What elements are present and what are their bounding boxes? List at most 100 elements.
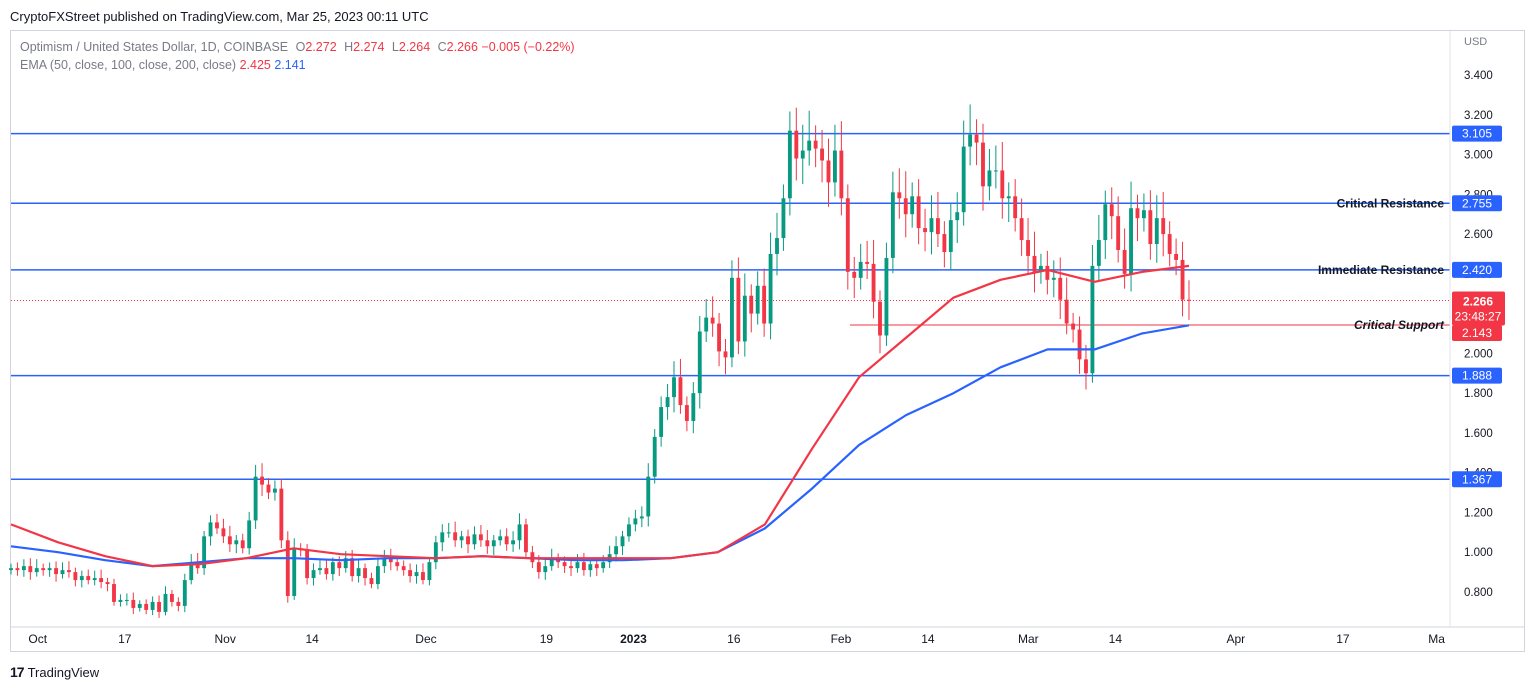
candle-body [1135,208,1140,219]
candle-body [234,540,239,545]
open-value: 2.272 [305,40,337,54]
x-tick-label: 14 [306,632,320,646]
candle-body [446,532,451,534]
candle-body [343,558,348,569]
candle-body [504,536,509,545]
candle-body [749,295,754,314]
last-price-label: 2.266 [1463,294,1493,308]
candle-body [466,536,470,545]
candle-body [47,568,52,571]
candle-body [247,520,252,549]
candle-body [1084,359,1088,374]
candle-body [897,192,902,199]
candle-body [536,562,541,573]
candle-body [1032,255,1037,272]
tradingview-brand: TradingView [27,664,100,680]
high-value: 2.274 [353,40,385,54]
low-label: L [391,40,399,54]
currency-label: USD [1464,36,1488,48]
support-price-label: 2.143 [1462,326,1492,340]
candle-body [813,140,818,149]
candle-body [427,562,432,581]
candle-body [240,540,245,549]
candle-body [511,540,516,545]
candle-body [974,134,979,143]
candle-body [414,572,419,577]
open-label: O [295,40,306,54]
candle-body [150,601,155,610]
candle-body [1109,204,1114,217]
candle-body [1064,299,1069,324]
candle-body [99,578,104,583]
support-price-tag [1452,324,1502,341]
candle-body [968,134,973,147]
candle-body [324,568,329,575]
candle-body [614,546,619,555]
candle-body [105,582,110,585]
candle-body [736,277,741,342]
candle-body [1045,265,1050,280]
candle-body [775,238,779,254]
candle-body [1103,204,1108,241]
candle-body [865,261,870,264]
x-tick-label: 14 [921,632,935,646]
candle-body [884,257,889,336]
level-price-label: 3.105 [1462,127,1492,141]
candle-body [684,405,689,421]
candle-body [279,488,284,541]
candle-body [691,393,696,421]
candle-body [858,261,863,278]
candle-body [260,476,264,485]
candle-body [189,562,194,581]
candle-body [890,192,895,258]
publish-info: CryptoFXStreet published on TradingView.… [10,9,429,24]
ema-row: EMA (50, close, 100, close, 200, close) … [20,56,575,74]
ema-fast-line [10,264,1190,568]
candle-body [350,558,355,577]
candle-body [1141,210,1146,219]
chart-frame [10,30,1525,652]
candle-body [1116,216,1121,250]
candle-body [665,397,670,408]
candle-body [356,568,361,577]
high-label: H [344,40,354,54]
x-tick-label: 16 [727,632,741,646]
candle-body [1013,196,1018,219]
candle-body [86,576,91,581]
level-name-label: Critical Resistance [1337,196,1445,210]
x-tick-label: Apr [1226,632,1245,646]
candle-body [292,548,297,596]
candle-body [588,564,593,571]
candle-body [433,542,438,563]
candle-body [272,488,277,493]
tradingview-logo-icon: 17 [10,664,25,680]
candle-body [820,148,824,161]
candle-body [124,599,129,601]
candle-body [517,524,522,541]
y-tick-label: 3.200 [1464,110,1493,122]
candle-body [620,536,625,547]
candle-body [1096,240,1101,266]
candle-body [981,142,985,187]
y-tick-label: 2.600 [1464,229,1493,241]
candle-body [878,301,882,336]
candle-body [633,518,638,525]
candle-body [375,566,380,585]
level-price-label: 1.888 [1462,369,1492,383]
candle-body [176,601,181,606]
candle-body [118,599,123,602]
candle-body [253,476,258,521]
candle-body [369,578,374,585]
candle-body [910,196,915,215]
candle-body [826,160,831,183]
candle-body [382,558,387,567]
candle-body [1026,240,1030,256]
x-tick-label: Feb [831,632,852,646]
countdown-label: 23:48:27 [1455,309,1502,323]
candle-body [672,377,676,398]
tradingview-logo[interactable]: 17 TradingView [10,664,99,680]
candle-body [285,540,290,596]
ema-label: EMA (50, close, 100, close, 200, close) [20,58,237,72]
candle-body [903,198,908,215]
